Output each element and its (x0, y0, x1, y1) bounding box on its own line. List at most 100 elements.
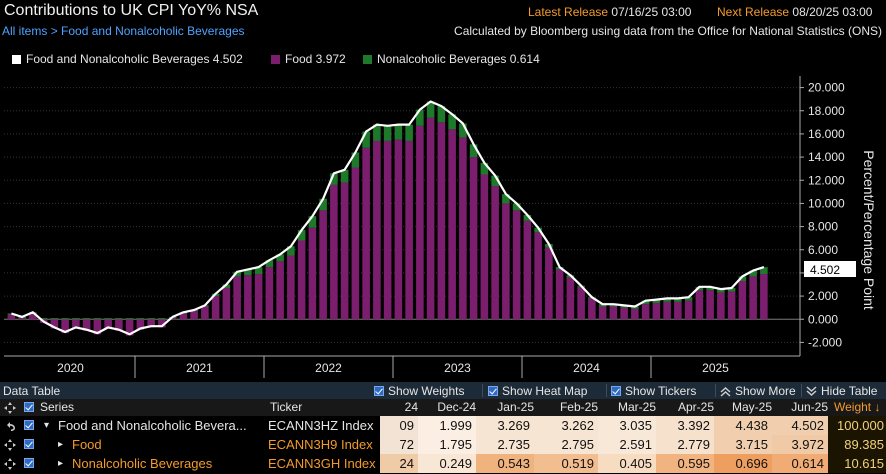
move-icon[interactable] (4, 402, 16, 414)
column-header-jun-25[interactable]: Jun-25 (791, 400, 828, 414)
legend-swatch-total (12, 54, 21, 64)
row-checkbox[interactable] (24, 420, 34, 430)
bar-beverages (459, 123, 467, 138)
series-name[interactable]: Food (72, 437, 102, 452)
column-header-mar-25[interactable]: Mar-25 (617, 400, 656, 414)
value-cell[interactable]: 0.543 (476, 454, 534, 473)
weight-cell[interactable]: 10.615 (828, 454, 886, 473)
bar-beverages (641, 300, 650, 305)
value-cell[interactable]: 3.715 (714, 435, 772, 454)
value-cell[interactable]: 24 (380, 454, 418, 473)
series-line-total (11, 100, 765, 336)
column-header-prev[interactable]: 24 (404, 400, 418, 414)
column-header-feb-25[interactable]: Feb-25 (559, 400, 598, 414)
y-tick-label: 20.000 (808, 81, 845, 95)
last-value-tag: 4.502 (804, 261, 856, 277)
value-cell[interactable]: 1.795 (418, 435, 476, 454)
bar-food (319, 210, 327, 320)
series-name[interactable]: Food and Nonalcoholic Bevera... (58, 418, 247, 433)
value-cell[interactable]: 2.779 (656, 435, 714, 454)
legend-item-beverages[interactable]: Nonalcoholic Beverages 0.614 (363, 52, 540, 66)
column-header-dec-24[interactable]: Dec-24 (437, 400, 476, 414)
value-cell[interactable]: 3.392 (656, 416, 714, 435)
weight-cell[interactable]: 89.385 (828, 435, 886, 454)
ticker[interactable]: ECANN3GH Index (268, 456, 376, 471)
undo-icon[interactable] (4, 420, 16, 432)
move-icon[interactable] (4, 458, 16, 470)
hide-table-button[interactable]: Hide Table (806, 384, 877, 398)
contributions-chart[interactable]: 20.000 18.000 16.000 14.000 12.000 10.000 8.00… (0, 72, 886, 382)
bar-food (684, 300, 693, 320)
show-heat-map-toggle[interactable]: Show Heat Map (488, 384, 587, 398)
value-cell[interactable]: 3.262 (534, 416, 598, 435)
value-cell[interactable]: 3.972 (772, 435, 828, 454)
bar-beverages (115, 318, 123, 320)
bar-beverages (674, 298, 682, 302)
value-cell[interactable]: 09 (380, 416, 418, 435)
value-cell[interactable]: 0.595 (656, 454, 714, 473)
show-more-button[interactable]: Show More (720, 384, 796, 398)
column-header-ticker[interactable]: Ticker (270, 400, 303, 414)
data-table-title: Data Table (3, 384, 61, 398)
bar-beverages (254, 267, 263, 275)
y-tick-label: 18.000 (808, 104, 845, 118)
x-axis: 2020 2021 2022 2023 2024 2025 (0, 355, 802, 382)
value-cell[interactable]: 2.735 (476, 435, 534, 454)
bar-food (738, 281, 747, 320)
bar-food (512, 210, 521, 320)
select-all-checkbox[interactable] (24, 402, 34, 412)
bar-beverages (82, 318, 91, 320)
legend-item-food[interactable]: Food 3.972 (271, 52, 346, 66)
row-checkbox[interactable] (24, 458, 34, 468)
bar-beverages (706, 286, 714, 291)
collapse-arrow-icon[interactable]: ▾ (44, 420, 50, 431)
value-cell[interactable]: 0.614 (772, 454, 828, 473)
table-row[interactable]: ▸ Food ECANN3H9 Index 72 1.795 2.735 2.795 2.59… (0, 435, 886, 454)
value-cell[interactable]: 0.696 (714, 454, 772, 473)
series-name[interactable]: Nonalcoholic Beverages (72, 456, 213, 471)
bar-food (727, 291, 736, 320)
bar-beverages (609, 304, 618, 307)
bar-beverages (749, 270, 757, 277)
bar-food (308, 227, 317, 320)
bar-food (362, 147, 370, 320)
value-cell[interactable]: 0.519 (534, 454, 598, 473)
value-cell[interactable]: 4.502 (772, 416, 828, 435)
legend-item-total[interactable]: Food and Nonalcoholic Beverages 4.502 (12, 52, 243, 66)
value-cell[interactable]: 3.035 (598, 416, 656, 435)
table-row[interactable]: ▸ Nonalcoholic Beverages ECANN3GH Index 24 0… (0, 454, 886, 473)
value-cell[interactable]: 2.795 (534, 435, 598, 454)
show-tickers-toggle[interactable]: Show Tickers (611, 384, 696, 398)
bar-food (749, 276, 757, 320)
ticker[interactable]: ECANN3H9 Index (268, 437, 373, 452)
value-cell[interactable]: 2.591 (598, 435, 656, 454)
ticker[interactable]: ECANN3HZ Index (268, 418, 374, 433)
column-header-jan-25[interactable]: Jan-25 (497, 400, 534, 414)
bar-beverages (308, 216, 317, 228)
weight-cell[interactable]: 100.000 (828, 416, 886, 435)
y-tick-label: 16.000 (808, 127, 845, 141)
value-cell[interactable]: 1.999 (418, 416, 476, 435)
column-header-weight[interactable]: Weight ↓ (834, 399, 886, 416)
y-tick-label: -2.000 (808, 335, 842, 349)
value-cell[interactable]: 0.249 (418, 454, 476, 473)
y-tick-label: 8.000 (808, 220, 838, 234)
row-checkbox[interactable] (24, 439, 34, 449)
breadcrumb-current[interactable]: Food and Nonalcoholic Beverages (61, 24, 245, 38)
show-weights-toggle[interactable]: Show Weights (374, 384, 464, 398)
value-cell[interactable]: 3.269 (476, 416, 534, 435)
column-header-may-25[interactable]: May-25 (731, 400, 772, 414)
divider (606, 384, 607, 397)
value-cell[interactable]: 0.405 (598, 454, 656, 473)
expand-arrow-icon[interactable]: ▸ (58, 458, 64, 469)
column-header-series[interactable]: Series (40, 400, 75, 414)
bar-beverages (727, 287, 736, 292)
move-icon[interactable] (4, 439, 16, 451)
value-cell[interactable]: 72 (380, 435, 418, 454)
column-header-apr-25[interactable]: Apr-25 (677, 400, 714, 414)
breadcrumb-root[interactable]: All items (2, 24, 48, 38)
expand-arrow-icon[interactable]: ▸ (58, 439, 64, 450)
table-row[interactable]: ▾ Food and Nonalcoholic Bevera... ECANN3HZ… (0, 416, 886, 435)
value-cell[interactable]: 4.438 (714, 416, 772, 435)
show-more-label: Show More (735, 384, 796, 398)
